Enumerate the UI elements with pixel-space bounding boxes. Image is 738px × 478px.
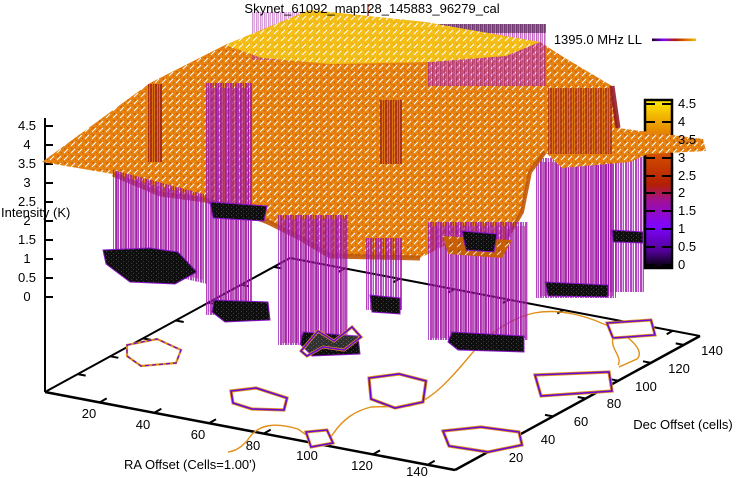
- z-tick-label: 1: [23, 251, 31, 266]
- colorbar-tick-label: 4: [678, 114, 686, 129]
- surface-plateau: [225, 10, 540, 64]
- plateau-left-wall: [148, 84, 162, 162]
- z-tick-label: 3.5: [17, 156, 37, 171]
- y-tick-label: 60: [573, 414, 589, 429]
- well-curtains-back: [536, 145, 644, 298]
- x-tick-label: 80: [245, 438, 261, 453]
- z-tick-label: 2.5: [17, 194, 37, 209]
- colorbar: [643, 98, 674, 270]
- surface-island: [443, 230, 512, 258]
- base-contours: [125, 310, 657, 454]
- y-tick-label: 40: [540, 432, 556, 447]
- z-tick-label: 3: [23, 175, 31, 190]
- x-tick-label: 60: [190, 427, 206, 442]
- z-tick-label: 0.5: [17, 270, 37, 285]
- colorbar-tick-label: 4.5: [678, 96, 697, 111]
- x-tick-label: 120: [351, 458, 373, 473]
- z-tick-label: 0: [23, 289, 31, 304]
- x-tick-label: 100: [296, 448, 318, 463]
- y-axis-label: Dec Offset (cells): [633, 417, 733, 432]
- x-tick-label: 40: [135, 417, 151, 432]
- x-tick-label: 140: [406, 464, 428, 478]
- y-tick-label: 120: [668, 361, 690, 376]
- colorbar-tick-label: 1: [678, 221, 686, 236]
- colorbar-tick-label: 0.5: [678, 239, 697, 254]
- colorbar-tick-label: 2.5: [678, 168, 697, 183]
- elevated-floor-patch: [209, 201, 268, 222]
- z-axis-label: Intensity (K): [1, 205, 71, 220]
- z-tick-label: 1.5: [17, 232, 37, 247]
- plot-title: Skynet_61092_map128_145883_96279_cal: [244, 1, 500, 16]
- z-tick-label: 2: [23, 213, 31, 228]
- z-axis-ticks: [45, 125, 53, 298]
- z-tick-label: 4: [23, 137, 31, 152]
- x-axis-label: RA Offset (Cells=1.00'): [124, 457, 256, 472]
- colorbar-tick-label: 0: [678, 257, 686, 272]
- right-block-wall: [548, 88, 612, 154]
- colorbar-tick-label: 1.5: [678, 203, 697, 218]
- colorbar-tick-label: 3: [678, 150, 686, 165]
- colorbar-tick-label: 3.5: [678, 132, 697, 147]
- z-tick-label: 4.5: [17, 118, 37, 133]
- colorbar-tick-label: 2: [678, 185, 686, 200]
- contour-blobs: [125, 318, 657, 454]
- x-axis-ticks: [99, 397, 436, 466]
- y-tick-label: 140: [701, 343, 723, 358]
- contour-over-floor: [298, 324, 364, 358]
- y-tick-label: 100: [635, 379, 657, 394]
- x-tick-label: 20: [81, 406, 97, 421]
- y-tick-label: 20: [508, 450, 524, 465]
- y-tick-label: 80: [606, 396, 622, 411]
- legend-line: [652, 38, 696, 42]
- legend-label: 1395.0 MHz LL: [553, 32, 642, 47]
